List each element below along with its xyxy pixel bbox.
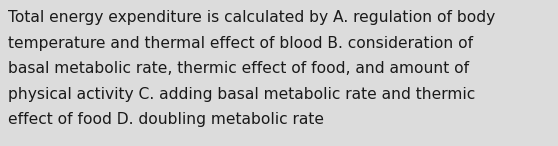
Text: effect of food D. doubling metabolic rate: effect of food D. doubling metabolic rat… [8, 112, 324, 127]
Text: temperature and thermal effect of blood B. consideration of: temperature and thermal effect of blood … [8, 36, 474, 51]
Text: basal metabolic rate, thermic effect of food, and amount of: basal metabolic rate, thermic effect of … [8, 61, 469, 76]
Text: physical activity C. adding basal metabolic rate and thermic: physical activity C. adding basal metabo… [8, 87, 475, 102]
Text: Total energy expenditure is calculated by A. regulation of body: Total energy expenditure is calculated b… [8, 10, 496, 25]
